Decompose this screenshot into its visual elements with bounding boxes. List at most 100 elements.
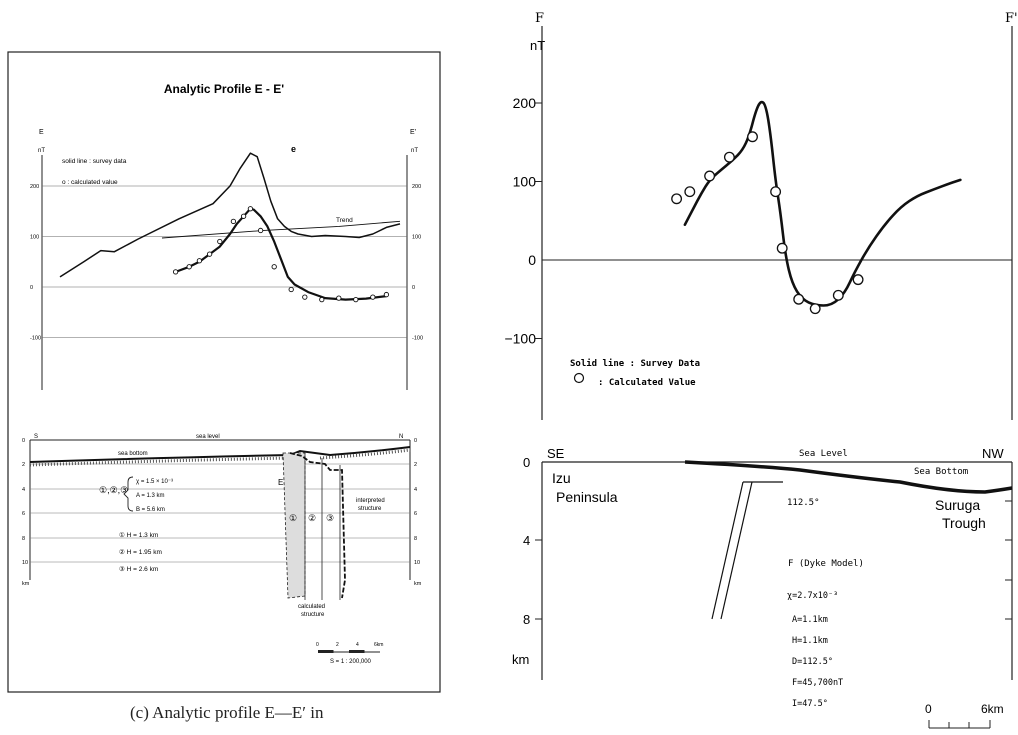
right-right-end-label: F'	[1005, 11, 1018, 26]
body-number-1: ①	[289, 513, 297, 523]
right-calculated-point	[671, 193, 683, 205]
right-scale-6km: 6km	[981, 702, 1004, 716]
depth-3: ③ H = 2.6 km	[119, 565, 158, 573]
dyke-model-label: F (Dyke Model)	[788, 559, 864, 569]
right-legend-symbol	[573, 372, 585, 384]
left-calculated-point	[288, 286, 294, 293]
right-profile-panel: F F' nT 200 100 0 −100 Solid line : Survey …	[504, 11, 1018, 729]
left-cross-section: S N sea level sea bottom 0 0 2 2 4 4 6 6 8 8 10 10 k…	[22, 434, 422, 665]
right-calculated-points	[671, 131, 864, 315]
param-b: B = 5.6 km	[136, 507, 165, 513]
scale-tick-6: 6km	[374, 642, 383, 648]
scale-tick-4: 4	[356, 642, 359, 648]
left-calculated-point	[302, 294, 308, 300]
calculated-label-1: calculated	[298, 604, 325, 610]
left-calculated-point	[247, 206, 254, 212]
section-depth-label-left: km	[22, 581, 30, 587]
right-calculated-point	[809, 303, 821, 315]
params-group-label: ①,②,③	[99, 485, 128, 495]
peak-label: e	[291, 144, 296, 154]
sea-bottom-line	[29, 446, 411, 463]
right-ytick-label: 200	[412, 184, 421, 190]
right-tick-labels: 200 100 0 −100	[504, 95, 542, 347]
dyke-param-chi: χ=2.7x10⁻³	[787, 591, 838, 601]
left-panel-frame	[7, 51, 441, 693]
left-end-label: E	[39, 129, 44, 136]
scale-seg-2	[349, 650, 365, 653]
section-depth-label-right: 4	[414, 487, 417, 493]
body-label: E	[278, 478, 283, 487]
land-label-2: Peninsula	[556, 489, 618, 505]
section-depth-label-left: 0	[22, 438, 25, 444]
left-ytick-label: -100	[30, 336, 41, 342]
section-depth-label-right: 0	[414, 438, 417, 444]
right-ytick-label: 0	[528, 252, 536, 268]
depth-2: ② H = 1.95 km	[119, 548, 162, 556]
right-survey-line	[683, 100, 962, 307]
sea-bottom-hatch	[29, 448, 411, 467]
left-calculated-point	[230, 218, 237, 225]
dyke-right-edge	[720, 481, 753, 620]
right-ytick-label: 0	[412, 285, 415, 291]
section-depth-label-right: 10	[414, 560, 420, 566]
interpreted-structure-line	[289, 452, 346, 599]
right-calculated-point	[793, 293, 805, 305]
right-calculated-point	[852, 274, 864, 286]
trough-label-2: Trough	[942, 515, 986, 531]
left-calculated-point	[186, 264, 192, 270]
scale-seg-1	[318, 650, 334, 653]
right-calculated-point	[832, 289, 844, 301]
left-legend-calculated: o : calculated value	[62, 179, 118, 186]
left-calculated-point	[336, 295, 342, 301]
left-calculated-point	[257, 227, 264, 234]
land-label-1: Izu	[552, 470, 571, 486]
dyke-param-a: A=1.1km	[792, 615, 828, 625]
right-end-label: E'	[410, 129, 416, 136]
left-calculated-point	[271, 264, 277, 270]
param-chi: χ = 1.5 × 10⁻³	[136, 479, 173, 485]
section-depth-label-left: 6	[22, 511, 25, 517]
body-number-2: ②	[308, 513, 316, 523]
right-depth-unit: km	[512, 652, 529, 667]
interpreted-label-1: interpreted	[356, 498, 385, 504]
left-survey-line	[59, 152, 401, 278]
body-number-3: ③	[326, 513, 334, 523]
sea-level-label: sea level	[196, 434, 220, 440]
right-ytick-label: 200	[513, 95, 537, 111]
left-ytick-label: 0	[30, 285, 33, 291]
right-calculated-point	[704, 170, 716, 182]
left-calculated-point	[353, 296, 359, 303]
section-depth-label-right: 8	[414, 536, 417, 542]
scale-tick-0: 0	[316, 642, 319, 648]
left-calculated-point	[217, 238, 223, 245]
left-unit-label: nT	[38, 148, 45, 154]
right-ytick-label: −100	[504, 331, 536, 347]
left-series-group	[59, 152, 401, 301]
right-sea-bottom-label: Sea Bottom	[914, 467, 968, 477]
left-calculated-point	[383, 291, 390, 298]
section-depth-label-left: 2	[22, 462, 25, 468]
right-left-end-label: F	[535, 11, 544, 26]
right-calculated-point	[684, 186, 696, 198]
section-depth-label-left: 10	[22, 560, 28, 566]
left-calculated-line	[175, 207, 387, 301]
section-depth-label-right: 2	[414, 462, 417, 468]
sea-bottom-label: sea bottom	[118, 451, 148, 457]
params-brace	[123, 476, 134, 512]
interpreted-label-2: structure	[358, 506, 382, 512]
left-calculated-point	[319, 296, 325, 303]
left-calculated-point	[370, 294, 376, 300]
left-calculated-point	[206, 251, 213, 257]
right-legend-calculated: : Calculated Value	[598, 378, 696, 388]
right-ytick-label: -100	[412, 336, 423, 342]
section-depth-label-left: 4	[22, 487, 25, 493]
right-series-group	[683, 100, 962, 307]
right-ytick-label: 100	[412, 235, 421, 241]
section-left-label: S	[34, 434, 38, 440]
right-depth-8: 8	[523, 612, 530, 627]
dyke-left-edge	[711, 481, 744, 620]
left-ytick-label: 100	[30, 235, 39, 241]
section-depth-label-left: 8	[22, 536, 25, 542]
dyke-param-i: I=47.5°	[792, 699, 828, 709]
param-a: A = 1.3 km	[136, 493, 165, 499]
